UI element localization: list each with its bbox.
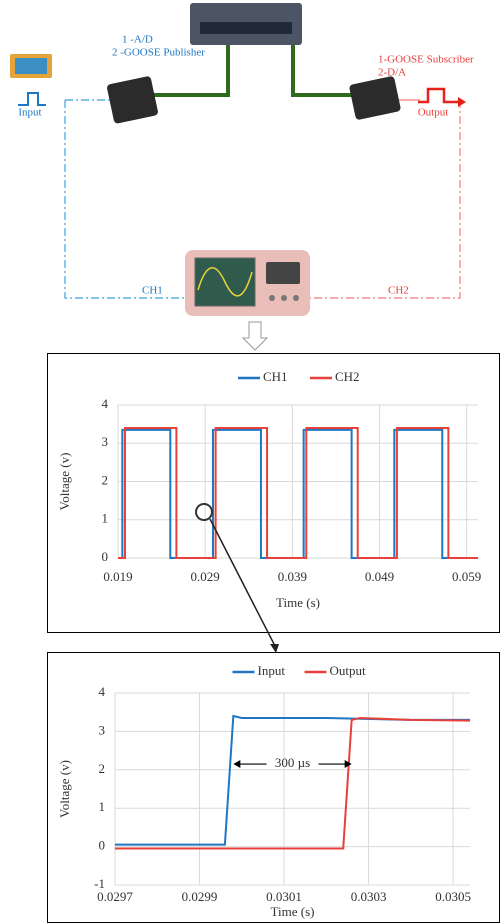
- input-label: Input: [18, 107, 41, 119]
- scope-knob: [293, 295, 299, 301]
- legend-label: CH1: [263, 369, 288, 384]
- ch1-label: CH1: [142, 285, 163, 297]
- y-tick-label: 2: [102, 472, 109, 487]
- scope-keys: [266, 262, 300, 284]
- x-tick-label: 0.0299: [182, 889, 218, 904]
- output-pulse: [418, 89, 458, 102]
- scope-knob: [269, 295, 275, 301]
- y-tick-label: 3: [102, 434, 109, 449]
- arrow-head: [270, 644, 279, 653]
- charts: 0 1 2 3 4 0.019 0.029 0.039 0.049 0.059 Time (s) Vo…: [57, 369, 481, 919]
- series-line: [115, 716, 470, 845]
- ch1-wire: [65, 100, 185, 298]
- y-tick-label: 4: [102, 396, 109, 411]
- x-tick-label: 0.019: [103, 569, 132, 584]
- x-tick-label: 0.0297: [97, 889, 133, 904]
- y-tick-label: 1: [99, 799, 106, 814]
- series-line: [118, 428, 478, 558]
- input-pulse: [18, 93, 46, 105]
- subscriber-label: 2-D/A: [378, 67, 406, 79]
- publisher-label: 1 -A/D: [122, 34, 153, 46]
- ch2-wire: [310, 100, 460, 298]
- x-tick-label: 0.0305: [435, 889, 471, 904]
- subscriber-label: 1-GOOSE Subscriber: [378, 54, 474, 66]
- x-tick-label: 0.049: [365, 569, 394, 584]
- series-line: [118, 430, 478, 558]
- legend-label: Output: [330, 663, 367, 678]
- down-arrow: [243, 322, 267, 350]
- arrow-head: [233, 760, 240, 768]
- publisher-board: [106, 76, 158, 124]
- x-tick-label: 0.029: [191, 569, 220, 584]
- subscriber-board: [349, 76, 401, 121]
- y-tick-label: 0: [99, 838, 106, 853]
- publisher-label: 2 -GOOSE Publisher: [112, 47, 205, 59]
- arrow-head: [458, 97, 466, 107]
- legend-label: Input: [258, 663, 286, 678]
- x-tick-label: 0.059: [452, 569, 481, 584]
- figure-svg: Input 1 -A/D 2 -GOOSE Publisher 1-GOOSE …: [0, 0, 501, 923]
- chart-frame: [48, 354, 500, 633]
- y-tick-label: 3: [99, 722, 106, 737]
- y-tick-label: 0: [102, 549, 109, 564]
- x-tick-label: 0.039: [278, 569, 307, 584]
- ch2-label: CH2: [388, 285, 409, 297]
- magnifier: [196, 504, 212, 520]
- x-tick-label: 0.0301: [266, 889, 302, 904]
- y-tick-label: 2: [99, 761, 106, 776]
- x-axis-label: Time (s): [276, 595, 320, 610]
- generator-screen: [15, 58, 47, 74]
- y-tick-label: 4: [99, 684, 106, 699]
- x-axis-label: Time (s): [271, 904, 315, 919]
- y-tick-label: 1: [102, 511, 109, 526]
- figure: Input 1 -A/D 2 -GOOSE Publisher 1-GOOSE …: [0, 0, 501, 923]
- y-axis-label: Voltage (v): [57, 453, 72, 511]
- y-axis-label: Voltage (v): [57, 760, 72, 818]
- annotation: 300 µs: [275, 755, 310, 770]
- series-line: [115, 718, 470, 849]
- x-tick-label: 0.0303: [351, 889, 387, 904]
- scope-knob: [281, 295, 287, 301]
- output-label: Output: [418, 107, 449, 119]
- legend-label: CH2: [335, 369, 360, 384]
- switch-ports: [200, 22, 292, 34]
